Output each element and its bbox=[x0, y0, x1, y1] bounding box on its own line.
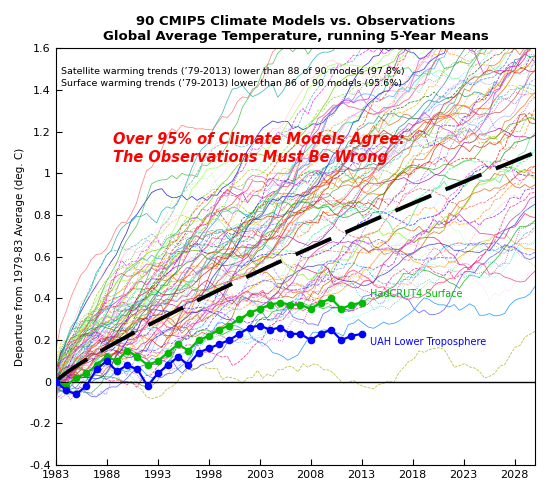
Title: 90 CMIP5 Climate Models vs. Observations
Global Average Temperature, running 5-Y: 90 CMIP5 Climate Models vs. Observations… bbox=[102, 15, 488, 43]
Text: UAH Lower Troposphere: UAH Lower Troposphere bbox=[370, 337, 486, 347]
Text: Satellite warming trends (’79-2013) lower than 88 of 90 models (97.8%)
Surface w: Satellite warming trends (’79-2013) lowe… bbox=[60, 67, 404, 88]
Text: HadCRUT4 Surface: HadCRUT4 Surface bbox=[370, 289, 463, 299]
Text: Over 95% of Climate Models Agree:
The Observations Must Be Wrong: Over 95% of Climate Models Agree: The Ob… bbox=[113, 132, 405, 165]
Y-axis label: Departure from 1979-83 Average (deg. C): Departure from 1979-83 Average (deg. C) bbox=[15, 148, 25, 366]
